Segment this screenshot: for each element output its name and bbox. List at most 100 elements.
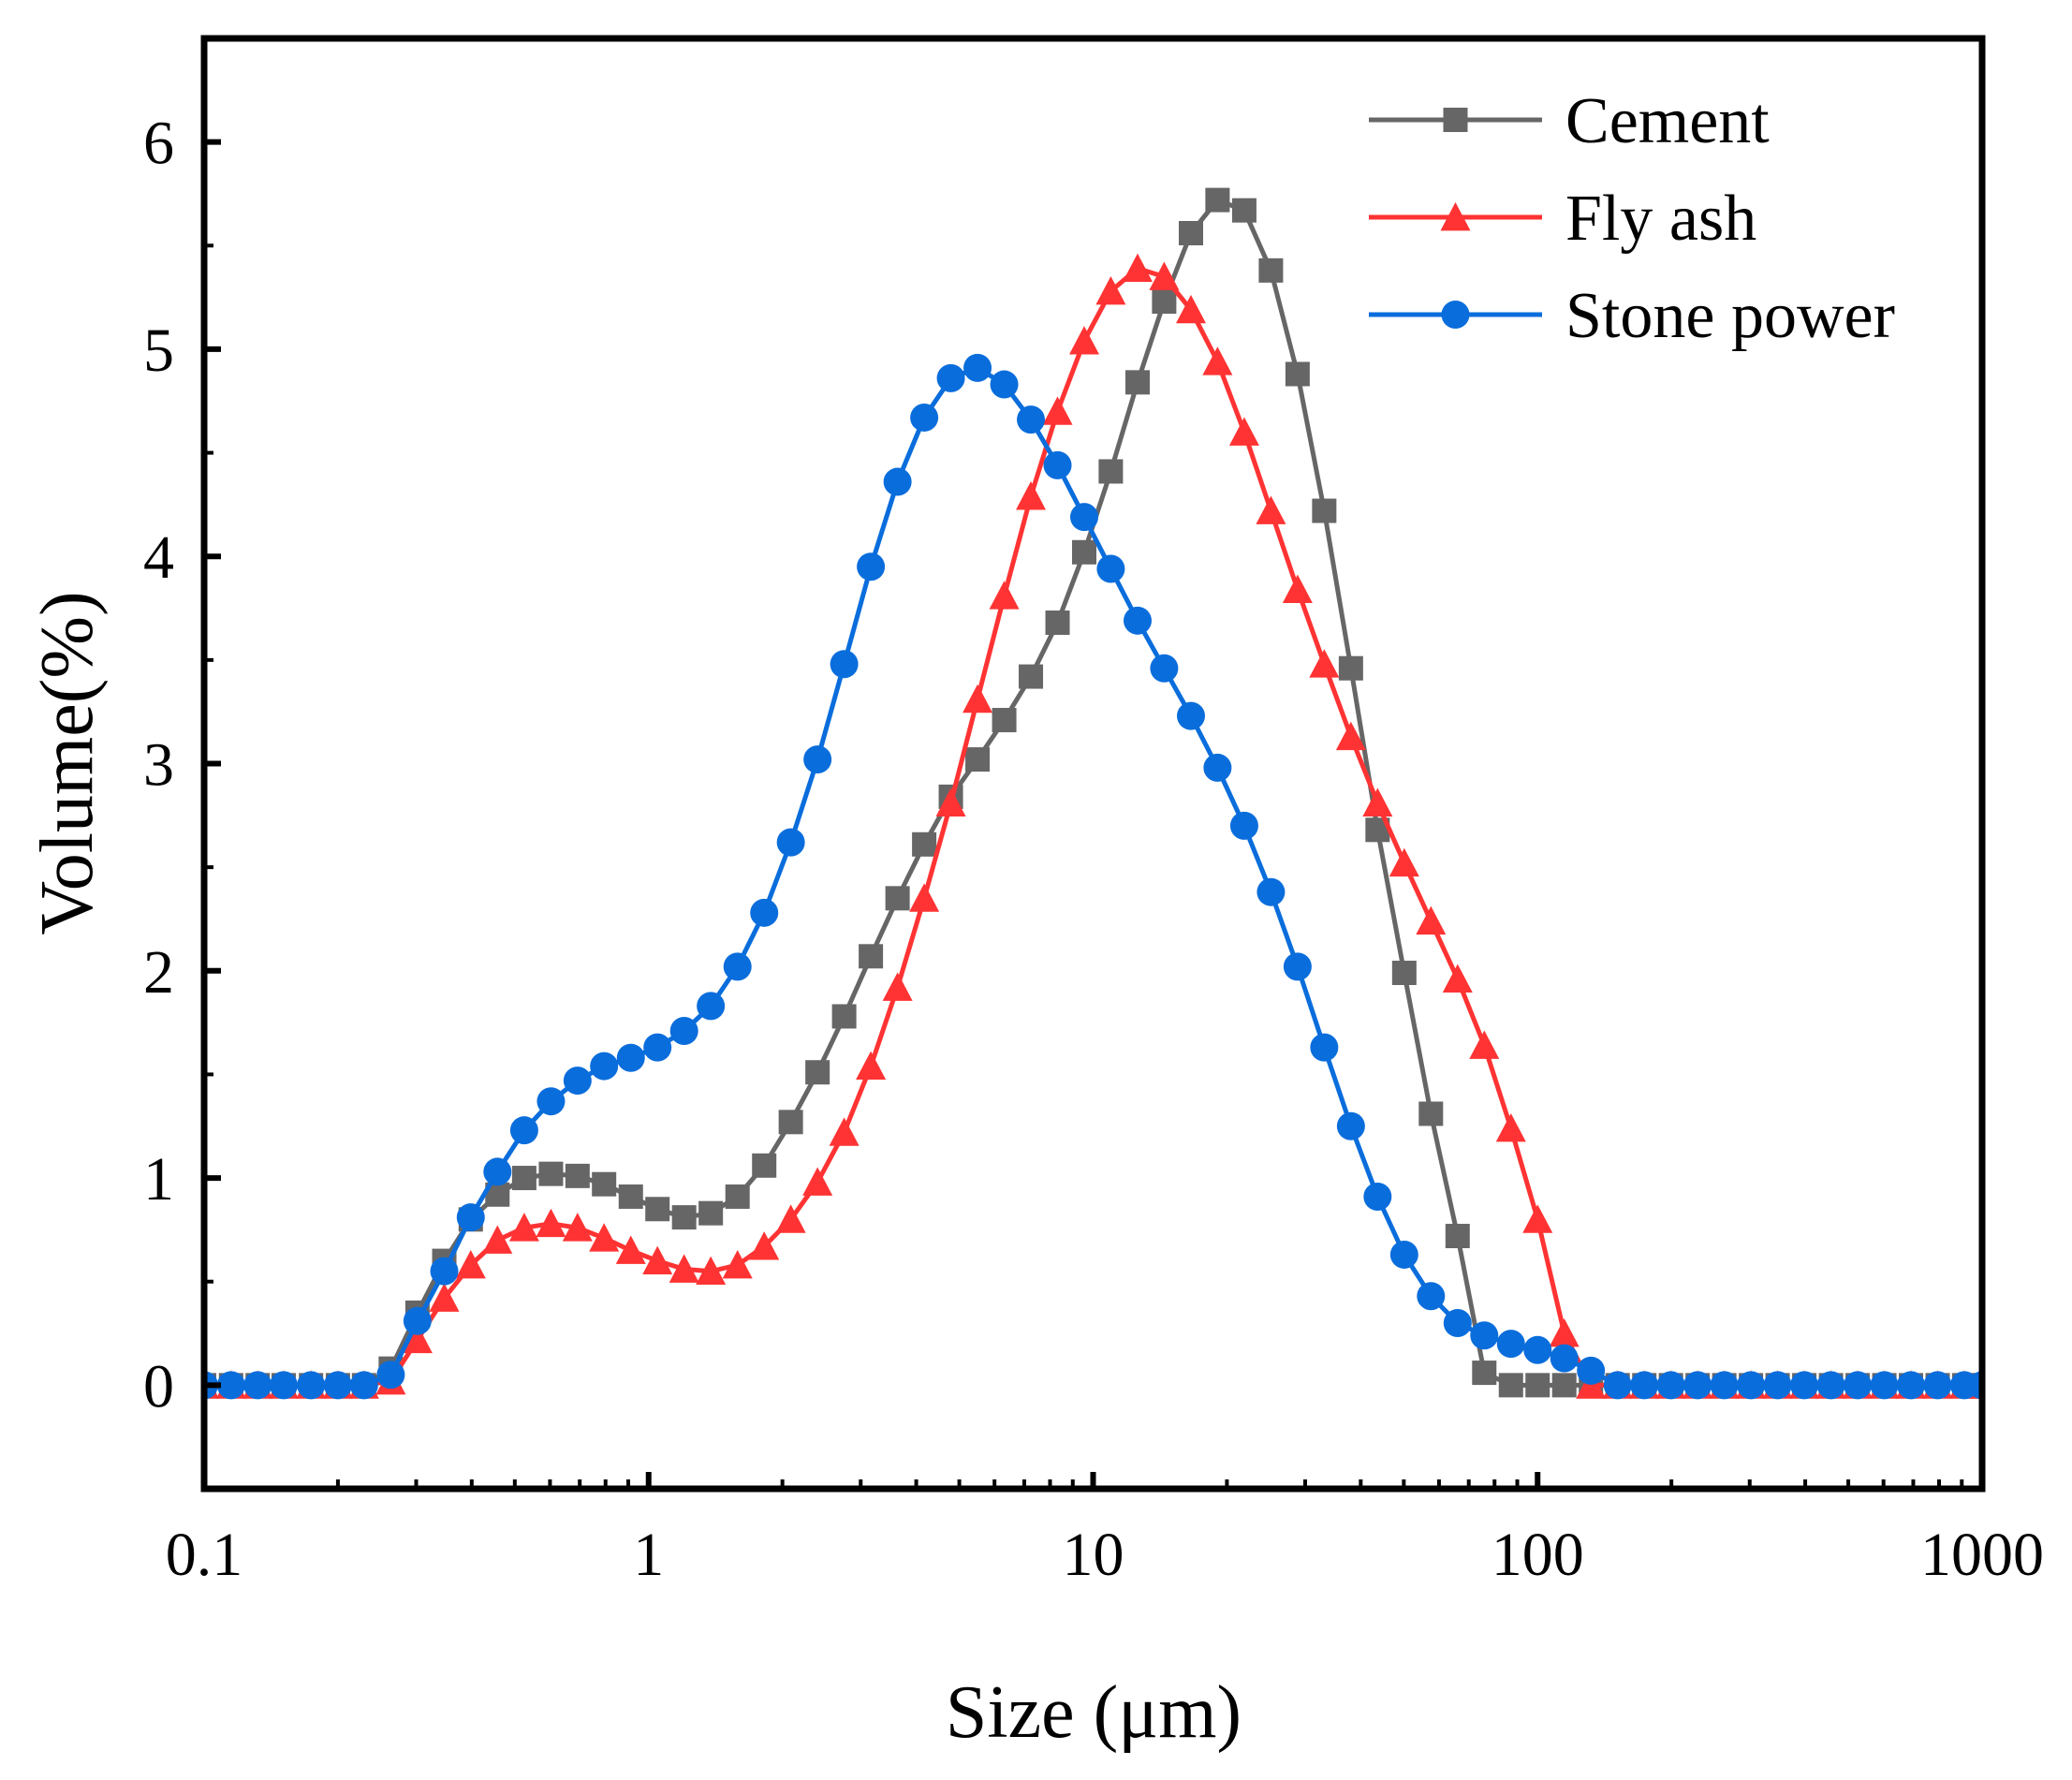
data-point <box>1205 187 1230 213</box>
data-point <box>1095 275 1126 305</box>
data-point <box>1549 1318 1580 1347</box>
data-point <box>698 1200 724 1226</box>
data-point <box>1656 1371 1685 1400</box>
data-point <box>1256 877 1286 906</box>
data-point <box>830 650 859 679</box>
data-point <box>1577 1356 1606 1385</box>
data-point <box>778 1110 803 1135</box>
y-axis-title: Volume(%) <box>26 591 109 934</box>
data-point <box>1469 1030 1500 1059</box>
data-point <box>722 1250 753 1279</box>
data-point <box>1019 664 1044 689</box>
data-point <box>989 581 1020 610</box>
data-point <box>829 1117 860 1146</box>
data-point <box>1070 503 1099 532</box>
data-point <box>1283 952 1312 981</box>
data-point <box>1418 1101 1444 1126</box>
data-point <box>1122 253 1153 283</box>
data-point <box>455 1250 486 1279</box>
data-point <box>935 787 966 816</box>
data-point <box>1603 1371 1632 1400</box>
legend: Cement Fly ash Stone power <box>1369 85 1895 352</box>
x-tick-label: 10 <box>1063 1521 1124 1589</box>
data-point <box>859 944 884 969</box>
data-point <box>752 1153 777 1178</box>
legend-label: Cement <box>1565 85 1770 157</box>
data-point <box>1389 847 1419 877</box>
data-point <box>1150 654 1179 683</box>
data-point <box>1338 655 1363 681</box>
data-point <box>697 992 726 1021</box>
data-point <box>883 467 912 496</box>
data-point <box>430 1257 459 1286</box>
data-point <box>616 1043 645 1072</box>
data-point <box>1124 370 1150 395</box>
data-point <box>1844 1371 1873 1400</box>
data-point <box>1525 1373 1550 1398</box>
data-point <box>696 1256 727 1286</box>
data-point <box>776 828 805 857</box>
data-point <box>1763 1371 1792 1400</box>
data-point <box>965 747 991 772</box>
data-point <box>1045 610 1070 636</box>
data-point <box>1203 753 1232 782</box>
data-point <box>1710 1371 1739 1400</box>
data-point <box>563 1067 592 1096</box>
data-point <box>992 708 1017 733</box>
data-point <box>1336 1111 1365 1140</box>
data-point <box>857 552 886 581</box>
data-point <box>511 1166 536 1191</box>
data-point <box>643 1033 672 1062</box>
data-point <box>592 1171 617 1197</box>
data-point <box>1310 1033 1339 1062</box>
data-point <box>1391 960 1417 985</box>
data-point <box>1202 346 1233 375</box>
y-tick-label: 0 <box>143 1352 174 1420</box>
data-point <box>912 831 937 857</box>
y-tick-label: 2 <box>143 938 174 1007</box>
data-point <box>589 1223 620 1252</box>
data-point <box>1229 811 1258 840</box>
data-point <box>618 1184 643 1209</box>
data-point <box>429 1283 460 1312</box>
legend-marker <box>1441 301 1470 329</box>
data-point <box>509 1116 538 1145</box>
legend-label: Fly ash <box>1565 183 1756 255</box>
data-point <box>1472 1361 1497 1386</box>
data-point <box>990 370 1019 399</box>
x-tick-label: 100 <box>1492 1521 1584 1589</box>
data-point <box>1897 1371 1926 1400</box>
data-point <box>1442 964 1473 993</box>
data-point <box>1496 1330 1525 1359</box>
legend-label: Stone power <box>1565 280 1895 352</box>
data-point <box>376 1361 405 1390</box>
data-point <box>1176 701 1205 730</box>
data-point <box>909 883 940 912</box>
data-point <box>1816 1371 1845 1400</box>
data-point <box>243 1371 272 1400</box>
data-point <box>963 353 992 382</box>
data-point <box>1443 1308 1472 1337</box>
data-point <box>456 1203 485 1232</box>
y-tick-label: 3 <box>143 731 174 800</box>
data-point <box>1149 261 1180 290</box>
data-point <box>216 1371 245 1400</box>
x-tick-label: 0.1 <box>166 1521 243 1589</box>
data-point <box>1072 539 1097 565</box>
data-point <box>323 1371 352 1400</box>
data-point <box>269 1371 298 1400</box>
data-point <box>482 1225 513 1254</box>
data-point <box>297 1371 326 1400</box>
data-point <box>1043 450 1072 479</box>
data-point <box>1416 905 1447 935</box>
data-point <box>1683 1371 1712 1400</box>
data-point <box>1069 326 1100 355</box>
data-point <box>936 363 965 392</box>
data-point <box>1523 1335 1552 1364</box>
data-point <box>750 898 779 927</box>
data-point <box>1042 396 1073 425</box>
data-point <box>1630 1371 1659 1400</box>
data-point <box>1231 198 1256 223</box>
data-point <box>802 1167 833 1196</box>
